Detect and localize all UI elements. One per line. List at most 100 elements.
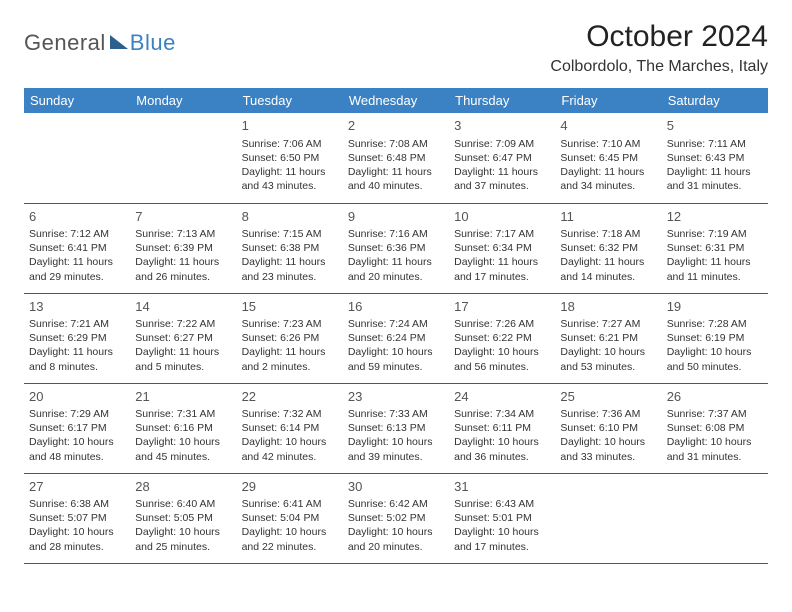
daylight-line: and 48 minutes. [29, 450, 125, 464]
sunset-line: Sunset: 6:47 PM [454, 151, 550, 165]
calendar-cell: 10Sunrise: 7:17 AMSunset: 6:34 PMDayligh… [449, 203, 555, 293]
calendar-cell: 30Sunrise: 6:42 AMSunset: 5:02 PMDayligh… [343, 473, 449, 563]
day-number: 21 [135, 388, 231, 406]
sunset-line: Sunset: 6:26 PM [242, 331, 338, 345]
calendar-cell: 7Sunrise: 7:13 AMSunset: 6:39 PMDaylight… [130, 203, 236, 293]
day-number: 19 [667, 298, 763, 316]
sunrise-line: Sunrise: 6:41 AM [242, 497, 338, 511]
sunrise-line: Sunrise: 7:33 AM [348, 407, 444, 421]
calendar-row: 6Sunrise: 7:12 AMSunset: 6:41 PMDaylight… [24, 203, 768, 293]
sunset-line: Sunset: 5:05 PM [135, 511, 231, 525]
sunset-line: Sunset: 6:41 PM [29, 241, 125, 255]
sunrise-line: Sunrise: 6:42 AM [348, 497, 444, 511]
sunset-line: Sunset: 5:02 PM [348, 511, 444, 525]
daylight-line: and 28 minutes. [29, 540, 125, 554]
sunrise-line: Sunrise: 7:06 AM [242, 137, 338, 151]
sunrise-line: Sunrise: 7:17 AM [454, 227, 550, 241]
daylight-line: and 33 minutes. [560, 450, 656, 464]
daylight-line: Daylight: 11 hours [135, 255, 231, 269]
calendar-cell: 20Sunrise: 7:29 AMSunset: 6:17 PMDayligh… [24, 383, 130, 473]
day-number: 1 [242, 117, 338, 135]
day-number: 31 [454, 478, 550, 496]
calendar-row: 13Sunrise: 7:21 AMSunset: 6:29 PM Dayligh… [24, 293, 768, 383]
sunrise-line: Sunrise: 6:43 AM [454, 497, 550, 511]
daylight-line: and 26 minutes. [135, 270, 231, 284]
calendar-cell: 22Sunrise: 7:32 AMSunset: 6:14 PMDayligh… [237, 383, 343, 473]
calendar-cell: 16Sunrise: 7:24 AMSunset: 6:24 PMDayligh… [343, 293, 449, 383]
daylight-line: and 11 minutes. [667, 270, 763, 284]
daylight-line: Daylight: 10 hours [667, 345, 763, 359]
daylight-line: and 56 minutes. [454, 360, 550, 374]
daylight-line: Daylight: 10 hours [454, 525, 550, 539]
day-number: 15 [242, 298, 338, 316]
daylight-line: and 36 minutes. [454, 450, 550, 464]
day-number: 11 [560, 208, 656, 226]
sunset-line: Sunset: 6:16 PM [135, 421, 231, 435]
day-number: 12 [667, 208, 763, 226]
daylight-line: and 39 minutes. [348, 450, 444, 464]
sunrise-line: Sunrise: 7:09 AM [454, 137, 550, 151]
daylight-line: Daylight: 11 hours [454, 165, 550, 179]
calendar-cell: 29Sunrise: 6:41 AMSunset: 5:04 PMDayligh… [237, 473, 343, 563]
daylight-line: Daylight: 10 hours [348, 525, 444, 539]
calendar-cell: 26Sunrise: 7:37 AMSunset: 6:08 PMDayligh… [662, 383, 768, 473]
day-number: 13 [29, 298, 125, 316]
daylight-line: Daylight: 11 hours [242, 345, 338, 359]
daylight-line: Daylight: 11 hours [242, 165, 338, 179]
calendar-cell: 2Sunrise: 7:08 AMSunset: 6:48 PMDaylight… [343, 113, 449, 203]
day-number: 16 [348, 298, 444, 316]
calendar-cell: 24Sunrise: 7:34 AMSunset: 6:11 PMDayligh… [449, 383, 555, 473]
sunset-line: Sunset: 6:39 PM [135, 241, 231, 255]
sunset-line: Sunset: 6:38 PM [242, 241, 338, 255]
day-number: 20 [29, 388, 125, 406]
daylight-line: Daylight: 10 hours [135, 435, 231, 449]
sunset-line: Sunset: 6:24 PM [348, 331, 444, 345]
calendar-cell: 14Sunrise: 7:22 AMSunset: 6:27 PMDayligh… [130, 293, 236, 383]
daylight-line: Daylight: 10 hours [454, 435, 550, 449]
daylight-line: and 17 minutes. [454, 270, 550, 284]
calendar-table: Sunday Monday Tuesday Wednesday Thursday… [24, 88, 768, 564]
daylight-line: and 50 minutes. [667, 360, 763, 374]
weekday-header: Sunday [24, 88, 130, 113]
daylight-line: and 2 minutes. [242, 360, 338, 374]
sunrise-line: Sunrise: 7:29 AM [29, 407, 125, 421]
daylight-line: Daylight: 11 hours [560, 255, 656, 269]
sunrise-line: Sunrise: 7:31 AM [135, 407, 231, 421]
weekday-header: Saturday [662, 88, 768, 113]
sunset-line: Sunset: 6:34 PM [454, 241, 550, 255]
logo-text-general: General [24, 30, 106, 56]
daylight-line: and 53 minutes. [560, 360, 656, 374]
sunrise-line: Sunrise: 7:19 AM [667, 227, 763, 241]
sunrise-line: Sunrise: 7:21 AM [29, 317, 125, 331]
daylight-line: Daylight: 11 hours [29, 255, 125, 269]
sunset-line: Sunset: 6:43 PM [667, 151, 763, 165]
calendar-cell: 4Sunrise: 7:10 AMSunset: 6:45 PMDaylight… [555, 113, 661, 203]
sunrise-line: Sunrise: 7:18 AM [560, 227, 656, 241]
daylight-line: and 8 minutes. [29, 360, 125, 374]
daylight-line: Daylight: 10 hours [29, 435, 125, 449]
day-number: 4 [560, 117, 656, 135]
daylight-line: Daylight: 10 hours [242, 525, 338, 539]
sunset-line: Sunset: 6:45 PM [560, 151, 656, 165]
sunrise-line: Sunrise: 7:37 AM [667, 407, 763, 421]
day-number: 29 [242, 478, 338, 496]
daylight-line: and 37 minutes. [454, 179, 550, 193]
sunrise-line: Sunrise: 7:16 AM [348, 227, 444, 241]
calendar-body: 1Sunrise: 7:06 AMSunset: 6:50 PMDaylight… [24, 113, 768, 563]
daylight-line: and 23 minutes. [242, 270, 338, 284]
daylight-line: Daylight: 11 hours [667, 165, 763, 179]
day-number: 6 [29, 208, 125, 226]
sunset-line: Sunset: 6:29 PM [29, 331, 125, 345]
daylight-line: Daylight: 11 hours [348, 255, 444, 269]
daylight-line: and 31 minutes. [667, 450, 763, 464]
calendar-row: 27Sunrise: 6:38 AMSunset: 5:07 PMDayligh… [24, 473, 768, 563]
calendar-cell: 28Sunrise: 6:40 AMSunset: 5:05 PMDayligh… [130, 473, 236, 563]
calendar-cell [662, 473, 768, 563]
daylight-line: Daylight: 11 hours [560, 165, 656, 179]
daylight-line: Daylight: 10 hours [242, 435, 338, 449]
calendar-cell: 6Sunrise: 7:12 AMSunset: 6:41 PMDaylight… [24, 203, 130, 293]
calendar-cell: 11Sunrise: 7:18 AMSunset: 6:32 PMDayligh… [555, 203, 661, 293]
sunrise-line: Sunrise: 7:28 AM [667, 317, 763, 331]
day-number: 27 [29, 478, 125, 496]
calendar-cell: 1Sunrise: 7:06 AMSunset: 6:50 PMDaylight… [237, 113, 343, 203]
